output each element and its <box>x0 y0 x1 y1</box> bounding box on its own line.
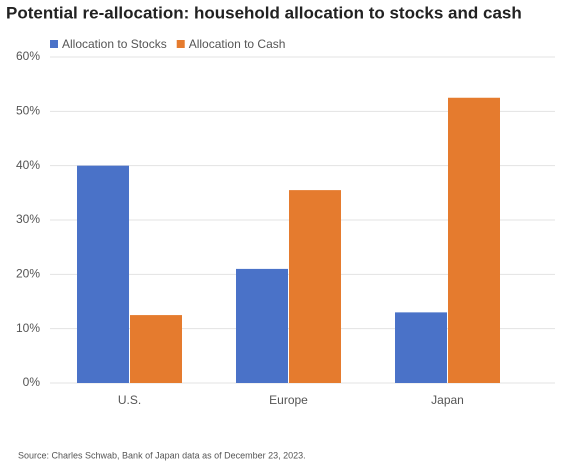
x-tick-label: Japan <box>431 393 464 407</box>
y-tick-label: 40% <box>16 158 40 172</box>
legend-swatch <box>50 40 58 48</box>
legend-label: Allocation to Stocks <box>62 37 167 51</box>
bar <box>77 165 129 383</box>
y-tick-label: 60% <box>16 49 40 63</box>
y-tick-label: 0% <box>23 375 41 389</box>
y-tick-label: 20% <box>16 267 40 281</box>
chart-title: Potential re-allocation: household alloc… <box>6 3 522 22</box>
bar <box>236 268 288 383</box>
y-tick-label: 50% <box>16 104 40 118</box>
legend-swatch <box>176 40 185 48</box>
legend-label: Allocation to Cash <box>189 37 286 51</box>
x-tick-label: Europe <box>269 393 308 407</box>
bar <box>448 97 500 383</box>
bar <box>130 315 182 383</box>
y-tick-label: 10% <box>16 321 40 335</box>
bar <box>395 312 447 383</box>
source-note: Source: Charles Schwab, Bank of Japan da… <box>18 450 306 460</box>
x-tick-label: U.S. <box>118 393 141 407</box>
bar <box>289 190 341 383</box>
y-tick-label: 30% <box>16 212 40 226</box>
